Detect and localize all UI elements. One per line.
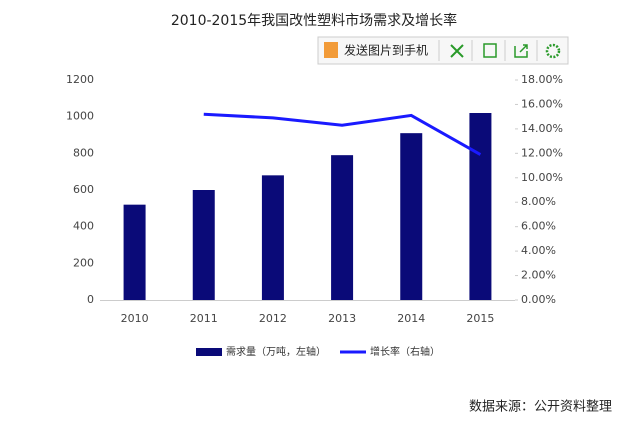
x-tick-label: 2014 xyxy=(397,312,425,325)
bar xyxy=(469,113,492,300)
y-tick-label: 1200 xyxy=(66,73,94,86)
bar xyxy=(261,175,284,300)
y2-tick-label: 12.00% xyxy=(521,146,563,159)
bar xyxy=(400,133,423,300)
bar xyxy=(192,190,215,300)
x-tick-label: 2015 xyxy=(466,312,494,325)
y-tick-label: 800 xyxy=(73,146,94,159)
y2-tick-label: 4.00% xyxy=(521,244,556,257)
y2-tick-label: 10.00% xyxy=(521,171,563,184)
share-icon[interactable] xyxy=(514,44,528,58)
y2-tick-label: 14.00% xyxy=(521,122,563,135)
legend-label: 需求量（万吨，左轴） xyxy=(226,345,326,358)
save-icon[interactable] xyxy=(483,43,497,58)
y-tick-label: 600 xyxy=(73,183,94,196)
x-tick-label: 2012 xyxy=(259,312,287,325)
x-tick-label: 2011 xyxy=(190,312,218,325)
bar xyxy=(331,155,354,300)
settings-icon[interactable] xyxy=(545,43,561,59)
x-tick-label: 2013 xyxy=(328,312,356,325)
y2-tick-label: 16.00% xyxy=(521,97,563,110)
save-button[interactable] xyxy=(483,43,497,58)
y-tick-label: 200 xyxy=(73,256,94,269)
y2-tick-label: 8.00% xyxy=(521,195,556,208)
y2-tick-label: 0.00% xyxy=(521,293,556,306)
y2-tick-label: 2.00% xyxy=(521,269,556,282)
y-tick-label: 1000 xyxy=(66,110,94,123)
fullscreen-button[interactable] xyxy=(450,44,464,58)
y-tick-label: 0 xyxy=(87,293,94,306)
y-tick-label: 400 xyxy=(73,220,94,233)
bar xyxy=(123,204,146,300)
send-icon[interactable] xyxy=(324,42,338,58)
x-tick-label: 2010 xyxy=(121,312,149,325)
share-button[interactable] xyxy=(514,44,528,58)
send-button[interactable]: 发送图片到手机 xyxy=(324,42,428,58)
source-note: 数据来源：公开资料整理 xyxy=(469,400,612,415)
toolbar: 发送图片到手机 xyxy=(317,36,569,65)
settings-button[interactable] xyxy=(545,43,561,59)
legend-label: 增长率（右轴） xyxy=(370,345,440,358)
legend-swatch xyxy=(196,348,222,356)
send-label[interactable]: 发送图片到手机 xyxy=(344,43,428,58)
fullscreen-icon[interactable] xyxy=(450,44,464,58)
toolbar-box xyxy=(317,36,569,65)
y2-tick-label: 6.00% xyxy=(521,220,556,233)
line xyxy=(203,112,482,156)
y2-tick-label: 18.00% xyxy=(521,73,563,86)
chart-title: 2010-2015年我国改性塑料市场需求及增长率 xyxy=(171,12,457,29)
